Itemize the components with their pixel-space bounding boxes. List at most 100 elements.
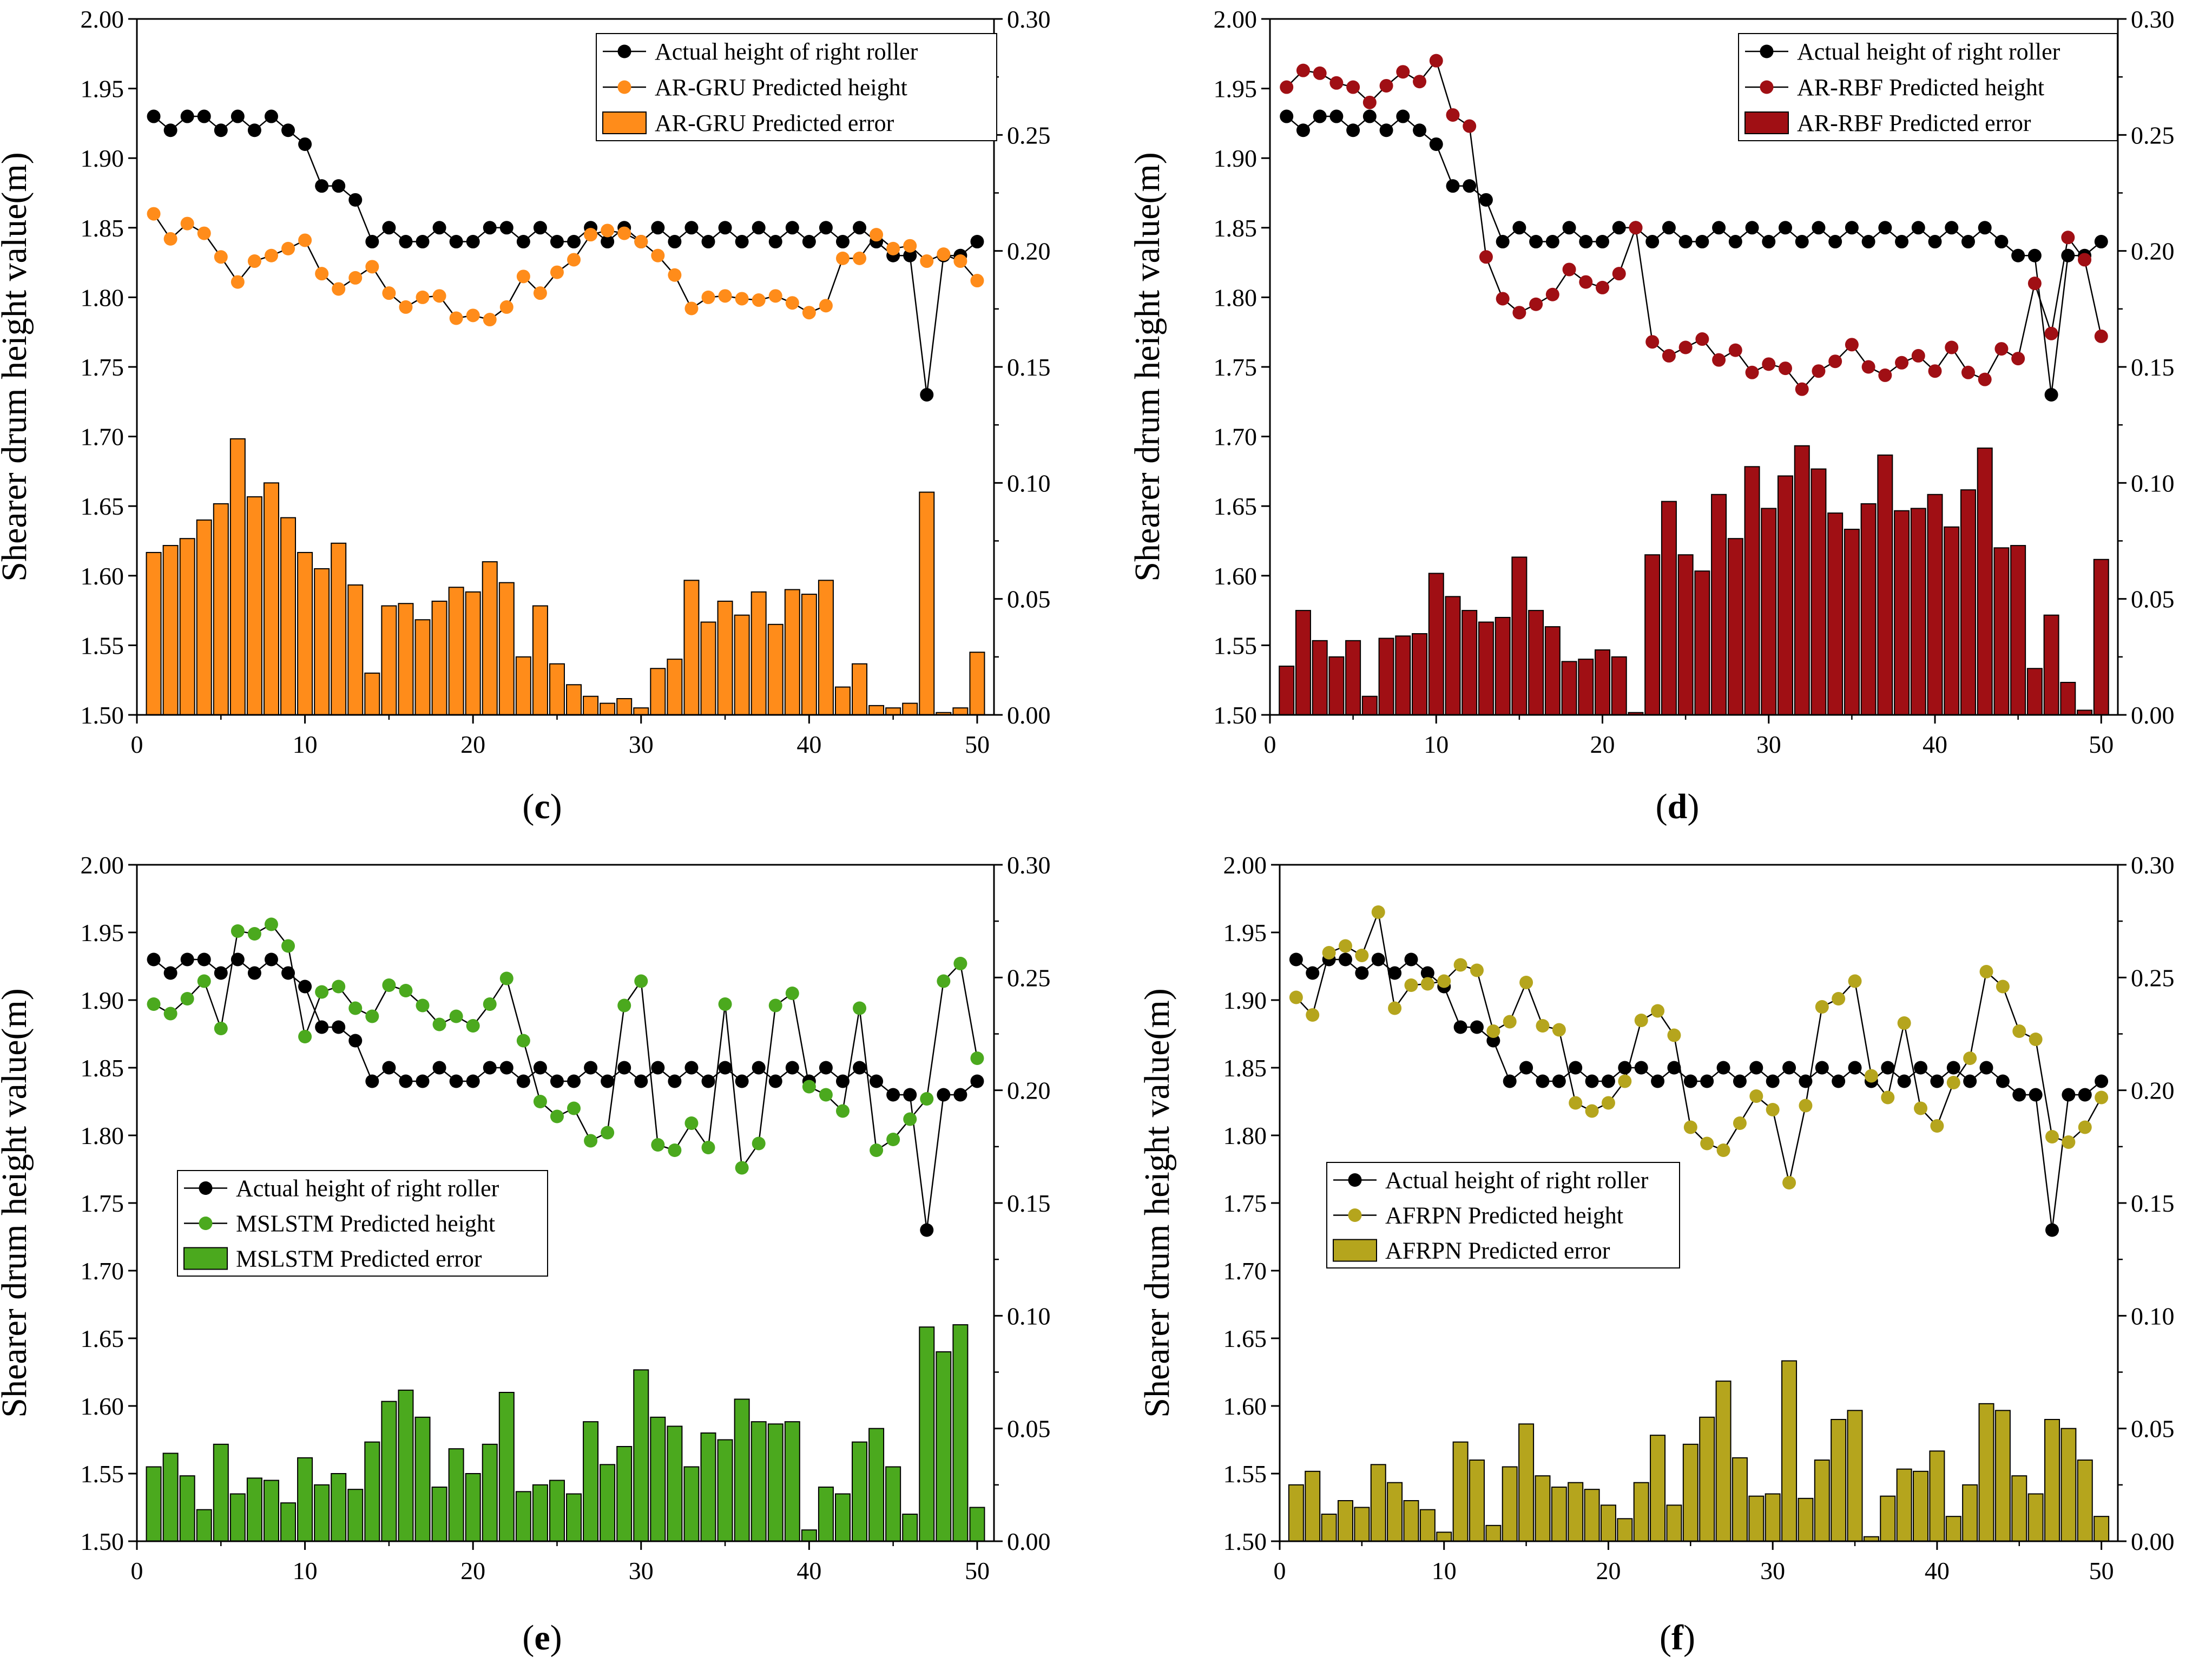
- predicted-height-point: [1928, 364, 1942, 378]
- legend-box: [1738, 33, 2118, 141]
- error-bar: [179, 1475, 195, 1542]
- error-bar: [146, 551, 162, 716]
- error-bar: [398, 1389, 414, 1542]
- error-bar: [1578, 659, 1594, 715]
- actual-height-point: [1963, 1074, 1977, 1088]
- error-bar: [566, 1493, 582, 1542]
- predicted-height-point: [1346, 80, 1360, 94]
- actual-height-point: [970, 235, 984, 249]
- error-bar: [1978, 1403, 1994, 1542]
- actual-height-point: [701, 1074, 715, 1088]
- y-left-tick-label: 1.75: [1214, 353, 1258, 381]
- predicted-height-point: [903, 239, 917, 253]
- predicted-height-point: [416, 290, 430, 304]
- predicted-height-point: [449, 1009, 463, 1023]
- error-bar: [1944, 526, 1960, 716]
- panel-caption: (c): [522, 787, 562, 826]
- predicted-height-point: [651, 248, 665, 262]
- error-bar: [767, 623, 784, 715]
- y-left-tick-label: 1.50: [1214, 701, 1258, 729]
- actual-height-point: [315, 1020, 329, 1034]
- actual-height-point: [920, 387, 934, 402]
- predicted-height-point: [1695, 332, 1709, 346]
- legend-label: AR-RBF Predicted error: [1797, 110, 2031, 136]
- error-bar: [2026, 668, 2043, 716]
- predicted-height-point: [1782, 1176, 1796, 1189]
- error-bar: [902, 1514, 918, 1542]
- predicted-height-point: [1799, 1099, 1813, 1113]
- actual-height-point: [651, 221, 665, 235]
- actual-height-point: [1733, 1074, 1747, 1088]
- actual-height-point: [1745, 221, 1759, 235]
- actual-height-point: [819, 1061, 833, 1075]
- y-right-tick-label: 0.25: [2131, 121, 2175, 149]
- y-left-tick-label: 2.00: [81, 851, 124, 879]
- actual-height-point: [718, 221, 732, 235]
- legend-label: Actual height of right roller: [655, 38, 918, 65]
- error-bar: [2011, 1475, 2027, 1542]
- actual-height-point: [1651, 1074, 1665, 1088]
- legend-label: Actual height of right roller: [1385, 1167, 1649, 1194]
- error-bar: [1894, 510, 1910, 715]
- error-bar: [213, 503, 229, 715]
- actual-height-point: [1396, 109, 1410, 123]
- predicted-height-point: [180, 216, 194, 231]
- legend-marker: [199, 1217, 213, 1230]
- error-bar: [498, 1392, 515, 1542]
- error-bar: [1528, 610, 1544, 715]
- predicted-height-point: [1396, 65, 1410, 79]
- error-bar: [1977, 448, 1993, 715]
- x-tick-label: 20: [1590, 731, 1615, 758]
- actual-height-point: [1512, 221, 1526, 235]
- y-left-tick-label: 2.00: [81, 5, 124, 33]
- error-bar: [314, 568, 330, 715]
- error-bar: [1715, 1381, 1732, 1542]
- predicted-height-point: [1470, 963, 1484, 977]
- actual-height-point: [2011, 248, 2025, 262]
- error-bar: [616, 698, 633, 715]
- y-right-tick-label: 0.00: [2131, 1528, 2175, 1555]
- actual-height-point: [550, 1074, 564, 1088]
- actual-height-point: [1503, 1074, 1517, 1088]
- predicted-height-point: [819, 1088, 833, 1102]
- x-tick-label: 40: [796, 731, 821, 758]
- predicted-height-point: [668, 268, 682, 282]
- error-bar: [2077, 1460, 2093, 1542]
- y-right-tick-label: 0.10: [2131, 1302, 2175, 1330]
- actual-height-point: [668, 1074, 682, 1088]
- actual-height-point: [332, 1020, 346, 1034]
- predicted-height-point: [1634, 1014, 1648, 1027]
- predicted-height-point: [668, 1143, 682, 1157]
- actual-height-point: [416, 235, 430, 249]
- error-bar: [1321, 1514, 1337, 1542]
- error-bar: [179, 538, 195, 715]
- actual-height-point: [1601, 1074, 1615, 1088]
- y-left-tick-label: 1.60: [1223, 1392, 1267, 1420]
- actual-height-point: [163, 966, 177, 980]
- predicted-height-point: [214, 250, 228, 264]
- predicted-height-point: [1463, 119, 1477, 133]
- actual-height-point: [1678, 235, 1693, 249]
- error-bar: [162, 1452, 179, 1542]
- actual-height-point: [281, 123, 295, 137]
- legend-label: MSLSTM Predicted height: [236, 1211, 495, 1237]
- predicted-height-point: [1897, 1016, 1911, 1030]
- actual-height-point: [1979, 1061, 1993, 1075]
- error-bar: [431, 600, 447, 716]
- error-bar: [1962, 1484, 1978, 1542]
- x-tick-label: 50: [2089, 1557, 2114, 1585]
- actual-height-point: [1545, 235, 1559, 249]
- legend-marker: [1760, 44, 1774, 58]
- actual-height-point: [1930, 1074, 1944, 1088]
- error-bar: [549, 663, 565, 716]
- predicted-height-point: [348, 271, 363, 285]
- y-left-tick-label: 1.90: [81, 144, 124, 172]
- actual-height-point: [601, 235, 615, 249]
- error-bar: [532, 605, 548, 715]
- predicted-height-point: [617, 998, 631, 1013]
- y-left-tick-label: 1.85: [1214, 214, 1258, 242]
- predicted-height-point: [214, 1022, 228, 1035]
- legend-box: [177, 1170, 548, 1277]
- predicted-height-point: [768, 289, 782, 303]
- predicted-height-point: [416, 998, 430, 1013]
